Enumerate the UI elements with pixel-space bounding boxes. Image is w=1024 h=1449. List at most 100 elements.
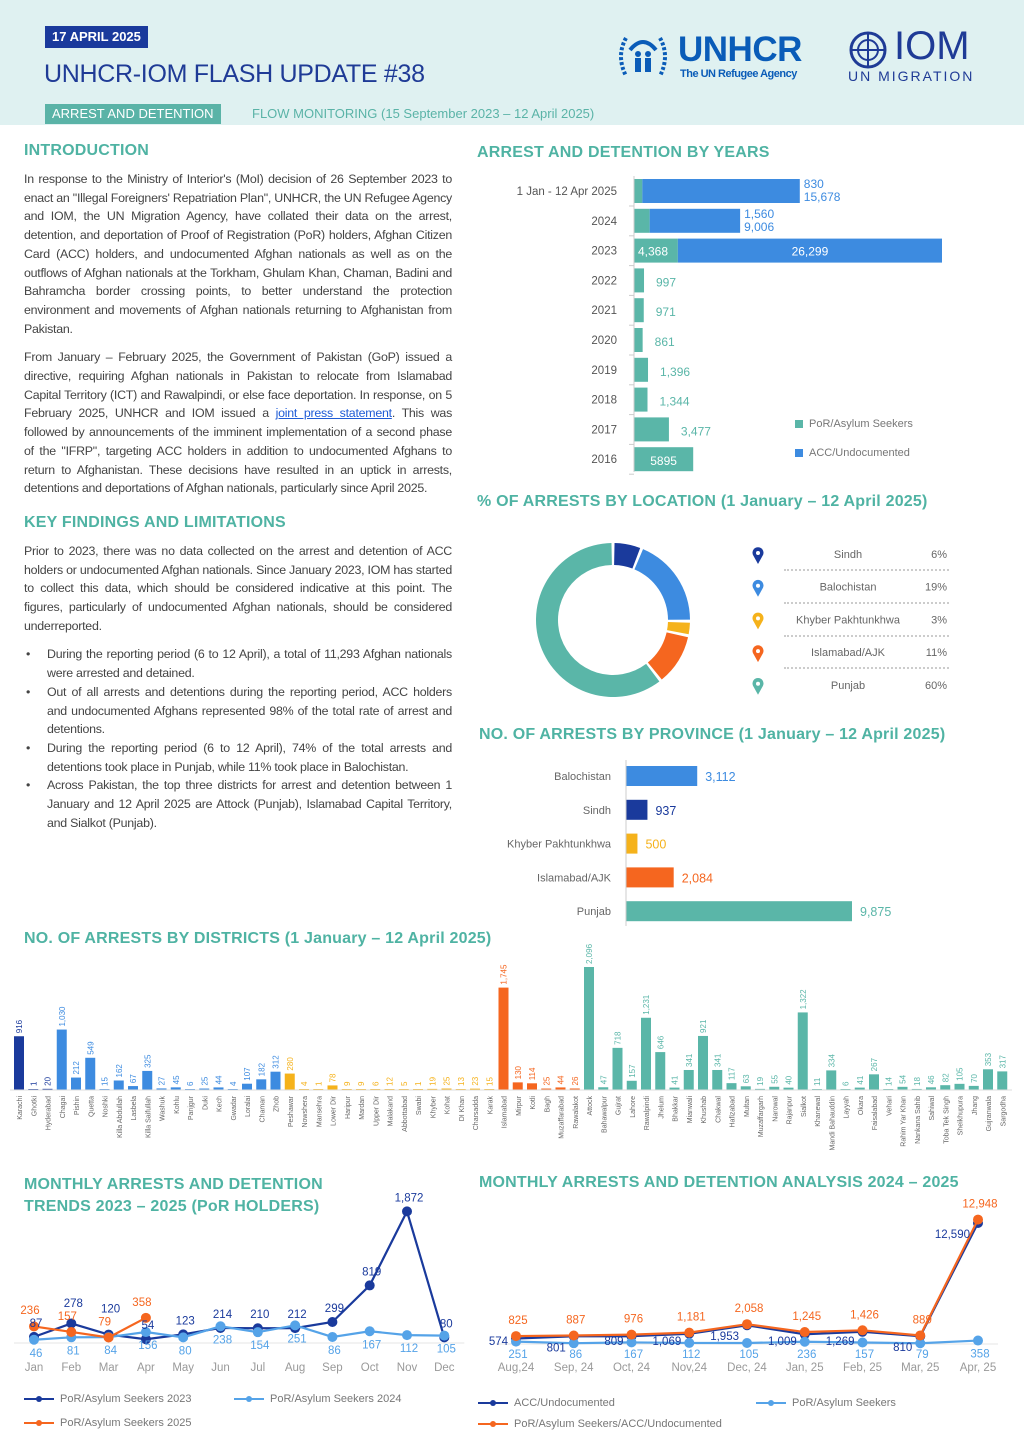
- value-label: 26: [571, 1076, 580, 1085]
- location-chart-title: % OF ARRESTS BY LOCATION (1 January – 12…: [477, 493, 928, 510]
- value-label: 25: [443, 1076, 452, 1085]
- legend-line-icon: [24, 1396, 54, 1402]
- data-point: [140, 1312, 151, 1323]
- district-label: Karak: [487, 1096, 494, 1115]
- data-point: [103, 1332, 114, 1343]
- legend-item: ACC/Undocumented: [795, 447, 913, 459]
- value-label: 117: [728, 1067, 737, 1080]
- value-label: 67: [129, 1074, 138, 1083]
- location-pin-icon: [752, 579, 764, 597]
- district-label: Mirpur: [516, 1095, 523, 1116]
- value-label: 3,477: [681, 424, 711, 438]
- legend-item: PoR/Asylum Seekers 2023: [24, 1393, 191, 1405]
- data-point: [511, 1333, 521, 1344]
- data-point: [364, 1280, 375, 1291]
- value-label: 2,084: [682, 871, 713, 885]
- value-label: 1: [414, 1081, 423, 1086]
- district-bar: [427, 1088, 438, 1090]
- value-label: 916: [15, 1019, 24, 1033]
- district-label: Zhob: [274, 1096, 281, 1112]
- bar-por: [634, 268, 645, 293]
- legend-line-icon: [756, 1400, 786, 1406]
- value-label: 70: [970, 1073, 979, 1082]
- legend-label: PoR/Asylum Seekers 2023: [60, 1393, 192, 1405]
- donut-slice: [614, 543, 641, 569]
- district-bar: [997, 1071, 1008, 1090]
- value-label: 105: [739, 1349, 758, 1361]
- data-point: [742, 1337, 752, 1348]
- district-bar: [812, 1089, 822, 1090]
- district-bar: [555, 1087, 566, 1090]
- value-label: 267: [870, 1057, 879, 1071]
- value-label: 4,368: [638, 245, 668, 259]
- data-point: [568, 1338, 579, 1349]
- data-point: [857, 1337, 868, 1348]
- bar-por: [634, 447, 694, 472]
- value-label: 19: [428, 1076, 437, 1085]
- district-bar: [327, 1085, 338, 1090]
- district-label: Ghotki: [31, 1096, 38, 1117]
- year-label: 2021: [591, 305, 617, 317]
- district-bar: [256, 1079, 267, 1090]
- district-label: Malakand: [388, 1096, 395, 1126]
- district-bar: [854, 1087, 865, 1090]
- value-label: 12,948: [962, 1199, 997, 1211]
- legend-label: PoR/Asylum Seekers 2025: [60, 1417, 192, 1429]
- section-tag: ARREST AND DETENTION: [45, 104, 221, 124]
- legend-value: 11%: [926, 647, 947, 659]
- value-label: 2,058: [735, 1303, 764, 1315]
- data-point: [402, 1206, 412, 1217]
- value-label: 1,181: [677, 1312, 706, 1324]
- data-point: [29, 1334, 39, 1345]
- value-label: 1,396: [660, 365, 690, 379]
- value-label: 46: [927, 1075, 936, 1084]
- value-label: 40: [785, 1075, 794, 1084]
- district-label: Mandi Bahauddin: [829, 1096, 836, 1151]
- donut-slice: [536, 543, 660, 697]
- value-label: 18: [913, 1076, 922, 1085]
- district-label: Loralai: [245, 1096, 252, 1117]
- bar-por: [634, 357, 649, 382]
- province-label: Balochistan: [554, 771, 611, 783]
- data-point: [568, 1331, 579, 1342]
- joint-press-statement-link[interactable]: joint press statement: [275, 406, 392, 421]
- value-label: 341: [713, 1053, 722, 1067]
- district-label: Lower Dir: [331, 1095, 338, 1126]
- donut-slice: [634, 549, 690, 620]
- data-point: [364, 1326, 375, 1337]
- location-pin-icon: [756, 616, 760, 621]
- month-label: Nov,24: [671, 1362, 707, 1374]
- data-point: [799, 1327, 810, 1338]
- legend-value: 6%: [931, 549, 947, 561]
- district-bar: [612, 1047, 623, 1090]
- month-label: Dec, 24: [727, 1362, 767, 1374]
- unhcr-wordmark: UNHCR: [678, 30, 802, 69]
- value-label: 830: [804, 177, 824, 191]
- value-label: 358: [132, 1297, 151, 1309]
- value-label: 1,745: [500, 964, 509, 985]
- district-label: Rawalpindi: [644, 1096, 651, 1131]
- district-label: Washuk: [160, 1096, 167, 1122]
- data-point: [66, 1332, 77, 1343]
- district-bar: [185, 1089, 195, 1090]
- district-label: Killa Abdullah: [117, 1096, 124, 1138]
- legend-label: PoR/Asylum Seekers 2024: [270, 1393, 402, 1405]
- legend-label: Khyber Pakhtunkhwa: [796, 614, 901, 626]
- district-bar: [940, 1085, 951, 1090]
- iom-wordmark: IOM: [894, 24, 970, 68]
- intro-text: . This was followed by announcements of …: [24, 406, 453, 496]
- donut-slice: [667, 621, 690, 635]
- province-label: Sindh: [583, 805, 611, 817]
- month-label: Dec: [434, 1362, 455, 1374]
- year-label: 1 Jan - 12 Apr 2025: [517, 186, 617, 198]
- value-label: 156: [138, 1340, 157, 1352]
- data-point: [684, 1337, 695, 1348]
- value-label: 574: [489, 1336, 509, 1348]
- value-label: 801: [547, 1342, 566, 1354]
- district-label: Pishin: [74, 1096, 81, 1115]
- data-point: [252, 1327, 263, 1338]
- data-point: [742, 1320, 752, 1331]
- year-label: 2016: [591, 454, 617, 466]
- value-label: 86: [328, 1345, 341, 1357]
- district-label: Swabi: [416, 1096, 423, 1116]
